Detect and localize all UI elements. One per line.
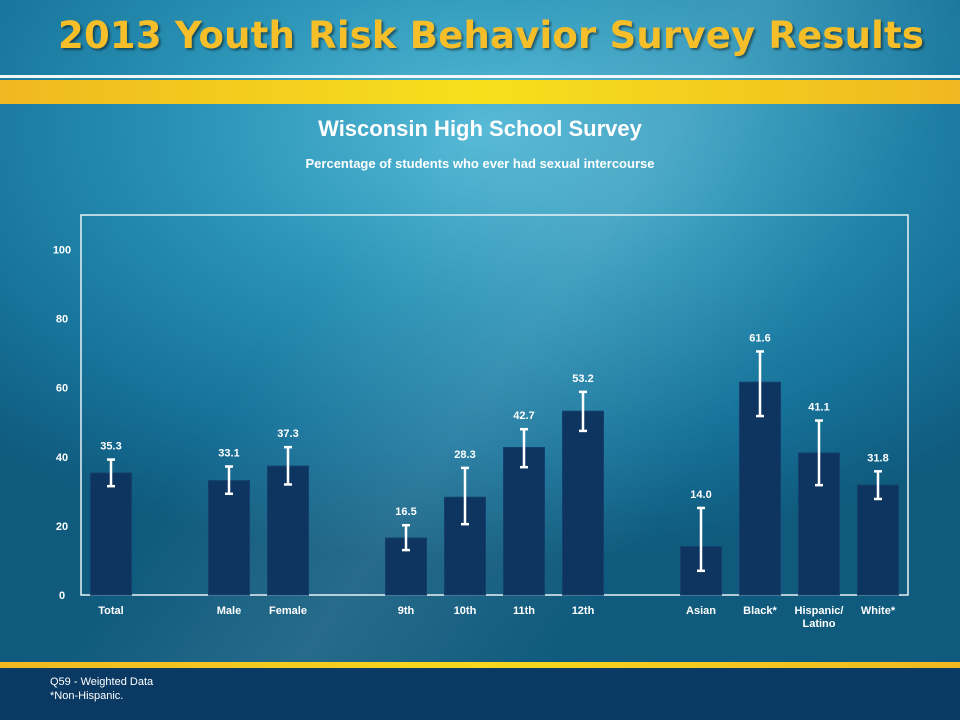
x-category-label: Asian (686, 605, 716, 617)
bar (208, 480, 250, 596)
x-category-label: Hispanic/ (795, 605, 844, 617)
data-label: 14.0 (690, 489, 711, 501)
bar (444, 496, 486, 596)
bar (503, 446, 545, 596)
data-label: 37.3 (277, 428, 298, 440)
y-tick-label: 60 (56, 383, 68, 395)
header-divider-white (0, 75, 960, 78)
bar (267, 465, 309, 596)
x-category-label: 12th (572, 605, 595, 617)
chart-title: Wisconsin High School Survey (318, 116, 642, 141)
bar (739, 381, 781, 596)
x-category-label: Male (217, 605, 241, 617)
data-label: 53.2 (572, 373, 593, 385)
footer-divider-gold (0, 662, 960, 668)
page-title: 2013 Youth Risk Behavior Survey Results (58, 14, 925, 57)
bar (90, 472, 132, 596)
x-category-label: Latino (803, 618, 836, 630)
plot-frame (80, 214, 909, 596)
x-category-label: 10th (454, 605, 477, 617)
x-category-label: Total (98, 605, 123, 617)
x-category-label: Black* (743, 605, 777, 617)
data-label: 35.3 (100, 441, 121, 453)
y-tick-label: 20 (56, 521, 68, 533)
data-label: 28.3 (454, 449, 475, 461)
data-label: 16.5 (395, 506, 416, 518)
y-tick-label: 100 (53, 245, 71, 257)
bar (857, 484, 899, 596)
data-label: 33.1 (218, 447, 239, 459)
footnote-non-hispanic: *Non-Hispanic. (50, 690, 124, 702)
x-category-label: 9th (398, 605, 415, 617)
y-tick-label: 0 (59, 590, 65, 602)
data-label: 41.1 (808, 402, 829, 414)
y-tick-label: 40 (56, 452, 68, 464)
footer-bar: Q59 - Weighted Data *Non-Hispanic. (0, 668, 960, 720)
data-label: 42.7 (513, 410, 534, 422)
data-label: 31.8 (867, 452, 888, 464)
data-label: 61.6 (749, 332, 770, 344)
bar (562, 410, 604, 596)
x-category-label: 11th (513, 605, 535, 617)
x-category-label: Female (269, 605, 307, 617)
chart-subtitle: Percentage of students who ever had sexu… (305, 156, 655, 171)
y-tick-label: 80 (56, 314, 68, 326)
footnote-data-source: Q59 - Weighted Data (50, 676, 154, 688)
x-category-label: White* (861, 605, 896, 617)
header-divider-gold (0, 80, 960, 104)
